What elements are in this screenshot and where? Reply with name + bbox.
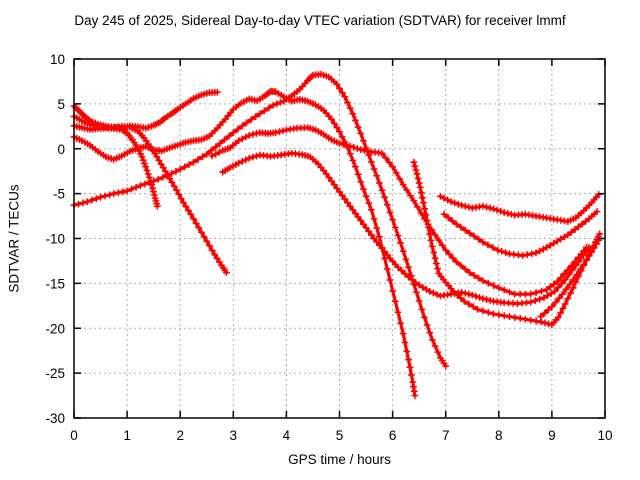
tick-label: -25 (45, 366, 65, 381)
trace-10 (440, 208, 601, 259)
trace-4 (70, 87, 419, 399)
tick-label: 0 (57, 142, 65, 157)
trace-2 (70, 122, 161, 210)
tick-label: -15 (45, 276, 65, 291)
tick-label: 5 (336, 428, 344, 443)
tick-label: -30 (45, 411, 65, 426)
chart-title: Day 245 of 2025, Sidereal Day-to-day VTE… (74, 13, 566, 28)
tick-label: 7 (442, 428, 450, 443)
tick-label: 10 (50, 52, 65, 67)
grid-lines (74, 59, 605, 418)
trace-8 (410, 158, 604, 329)
tick-label: 1 (123, 428, 131, 443)
x-axis-label: GPS time / hours (288, 452, 391, 467)
tick-label: 3 (230, 428, 238, 443)
trace-11 (537, 236, 603, 320)
tick-label: -10 (45, 232, 65, 247)
tick-label: -20 (45, 321, 65, 336)
tick-label: 8 (495, 428, 503, 443)
tick-label: 10 (597, 428, 612, 443)
trace-7 (219, 149, 593, 307)
tick-label: 6 (389, 428, 397, 443)
tick-label: -5 (53, 187, 65, 202)
y-axis-label: SDTVAR / TECUs (6, 184, 22, 293)
tick-label: 2 (176, 428, 184, 443)
trace-9 (436, 191, 603, 225)
tick-label: 5 (57, 97, 65, 112)
tick-label: 9 (548, 428, 556, 443)
tick-labels: 0 1 2 3 4 5 6 7 8 9 10 10 5 0 -5 -10 -15 -20 -25 -30 (45, 52, 612, 443)
axes-border (73, 58, 606, 419)
data-traces (70, 70, 604, 399)
tick-label: 4 (283, 428, 291, 443)
tick-label: 0 (70, 428, 78, 443)
trace-6 (208, 124, 590, 298)
